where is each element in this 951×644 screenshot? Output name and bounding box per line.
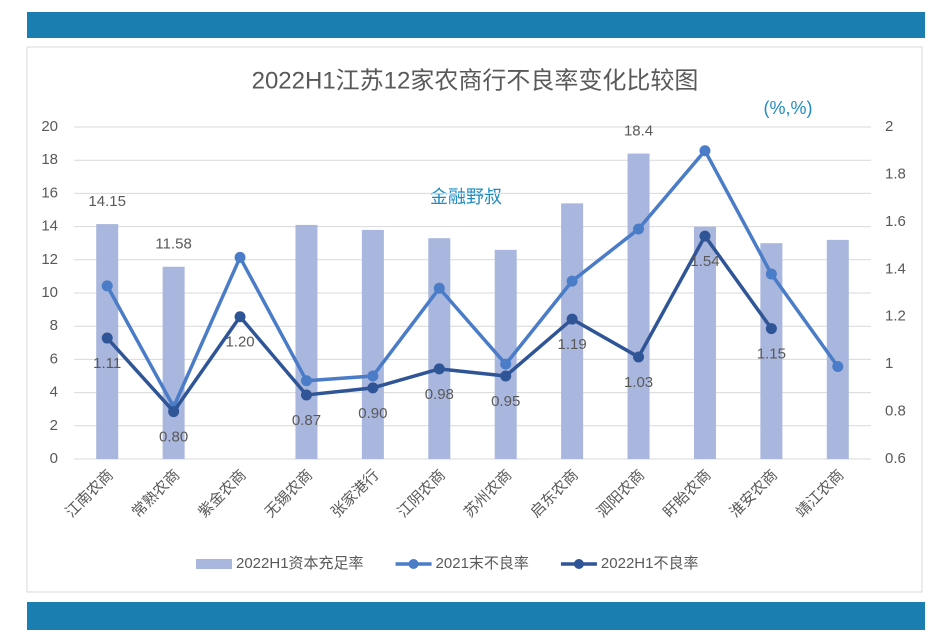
y2-tick-label: 1.8 bbox=[885, 165, 906, 182]
legend-label: 2021末不良率 bbox=[436, 555, 529, 572]
line-marker bbox=[633, 223, 645, 235]
y2-tick-label: 2 bbox=[885, 118, 893, 135]
line-marker bbox=[168, 406, 180, 418]
line-marker bbox=[101, 332, 113, 344]
y-tick-label: 12 bbox=[41, 251, 58, 268]
y2-tick-label: 1.4 bbox=[885, 260, 906, 277]
line-label: 1.19 bbox=[558, 336, 587, 353]
legend-label: 2022H1不良率 bbox=[601, 555, 699, 572]
bar-label: 14.15 bbox=[88, 193, 126, 210]
unit-note: (%,%) bbox=[764, 98, 813, 118]
line-marker bbox=[367, 370, 379, 382]
line-marker bbox=[300, 389, 312, 401]
bar bbox=[693, 226, 716, 459]
bottom-band bbox=[27, 602, 925, 630]
line-marker bbox=[433, 282, 445, 294]
y-tick-label: 2 bbox=[50, 417, 58, 434]
y-tick-label: 14 bbox=[41, 218, 58, 235]
bar bbox=[361, 229, 384, 459]
y-tick-label: 0 bbox=[50, 450, 58, 467]
line-marker bbox=[101, 280, 113, 292]
line-label: 0.80 bbox=[159, 429, 188, 446]
bar bbox=[760, 243, 783, 459]
bar bbox=[295, 224, 318, 459]
line-marker bbox=[633, 351, 645, 363]
y-tick-label: 10 bbox=[41, 284, 58, 301]
line-marker bbox=[765, 323, 777, 335]
y2-tick-label: 0.6 bbox=[885, 450, 906, 467]
line-marker bbox=[433, 363, 445, 375]
y2-tick-label: 1 bbox=[885, 355, 893, 372]
line-marker bbox=[566, 275, 578, 287]
line-marker bbox=[300, 375, 312, 387]
watermark: 金融野叔 bbox=[430, 187, 502, 207]
y-tick-label: 4 bbox=[50, 384, 58, 401]
y2-tick-label: 1.6 bbox=[885, 213, 906, 230]
bar bbox=[627, 153, 650, 459]
line-marker bbox=[500, 370, 512, 382]
bar bbox=[826, 239, 849, 459]
y-tick-label: 16 bbox=[41, 184, 58, 201]
line bbox=[105, 147, 840, 411]
bar-label: 18.4 bbox=[624, 123, 653, 140]
bar bbox=[494, 249, 517, 459]
line-marker bbox=[765, 268, 777, 280]
line-label: 1.20 bbox=[225, 334, 254, 351]
line-marker bbox=[234, 251, 246, 263]
legend-swatch bbox=[408, 559, 419, 569]
line-marker bbox=[234, 311, 246, 323]
top-band bbox=[27, 12, 925, 38]
line-label: 1.03 bbox=[624, 374, 653, 391]
legend-swatch bbox=[196, 559, 232, 569]
y2-tick-label: 1.2 bbox=[885, 308, 906, 325]
line-label: 1.11 bbox=[93, 355, 121, 372]
line-marker bbox=[832, 361, 844, 373]
line-label: 0.87 bbox=[292, 412, 321, 429]
bar-label: 11.58 bbox=[155, 236, 191, 253]
y-tick-label: 8 bbox=[50, 317, 58, 334]
legend-swatch bbox=[573, 559, 584, 569]
chart-title: 2022H1江苏12家农商行不良率变化比较图 bbox=[252, 67, 699, 94]
line-label: 0.98 bbox=[425, 386, 454, 403]
y-tick-label: 6 bbox=[50, 350, 58, 367]
line-marker bbox=[699, 145, 711, 157]
line-marker bbox=[500, 358, 512, 370]
legend-label: 2022H1资本充足率 bbox=[236, 555, 364, 572]
y-tick-label: 18 bbox=[41, 151, 58, 168]
line-label: 0.95 bbox=[491, 393, 520, 410]
line-label: 1.15 bbox=[757, 346, 786, 363]
bar bbox=[162, 266, 185, 459]
y2-tick-label: 0.8 bbox=[885, 403, 906, 420]
line-marker bbox=[367, 382, 379, 394]
y-tick-label: 20 bbox=[41, 118, 58, 135]
line-marker bbox=[699, 230, 711, 242]
line-marker bbox=[566, 313, 578, 325]
line-label: 0.90 bbox=[358, 405, 387, 422]
bar bbox=[561, 203, 584, 459]
bar bbox=[428, 238, 451, 459]
line-label: 1.54 bbox=[690, 253, 719, 270]
